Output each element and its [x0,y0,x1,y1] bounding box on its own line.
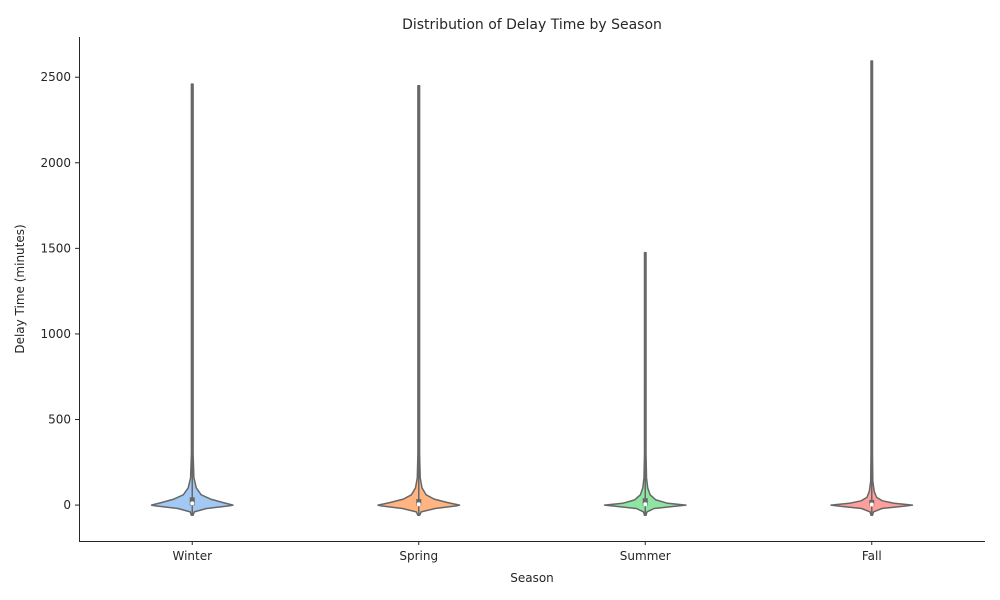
x-tick-label: Fall [862,549,882,563]
y-tick-label: 500 [48,412,71,426]
y-ticks-group: 0 500 1000 1500 2000 2500 [40,70,79,512]
y-tick-label: 1500 [40,241,71,255]
y-tick-label: 1000 [40,327,71,341]
violin-median-dot [643,502,648,507]
violin-winter [150,83,234,517]
y-tick-label: 2500 [40,70,71,84]
chart-title: Distribution of Delay Time by Season [402,17,662,33]
violin-median-dot [190,501,195,506]
x-tick-label: Spring [399,549,438,563]
violin-spring [377,85,461,517]
violin-iqr-box [642,498,648,506]
y-tick-label: 2000 [40,156,71,170]
x-tick-label: Winter [172,549,212,563]
violin-median-dot [869,502,874,507]
x-ticks-group: Winter Spring Summer Fall [172,541,882,563]
violins-group [150,60,914,517]
x-axis-label: Season [510,571,554,585]
violin-fall [830,60,914,517]
violin-summer [603,251,687,517]
y-tick-label: 0 [63,498,71,512]
x-tick-label: Summer [620,549,671,563]
violin-median-dot [416,502,421,507]
y-axis-label: Delay Time (minutes) [13,224,27,353]
